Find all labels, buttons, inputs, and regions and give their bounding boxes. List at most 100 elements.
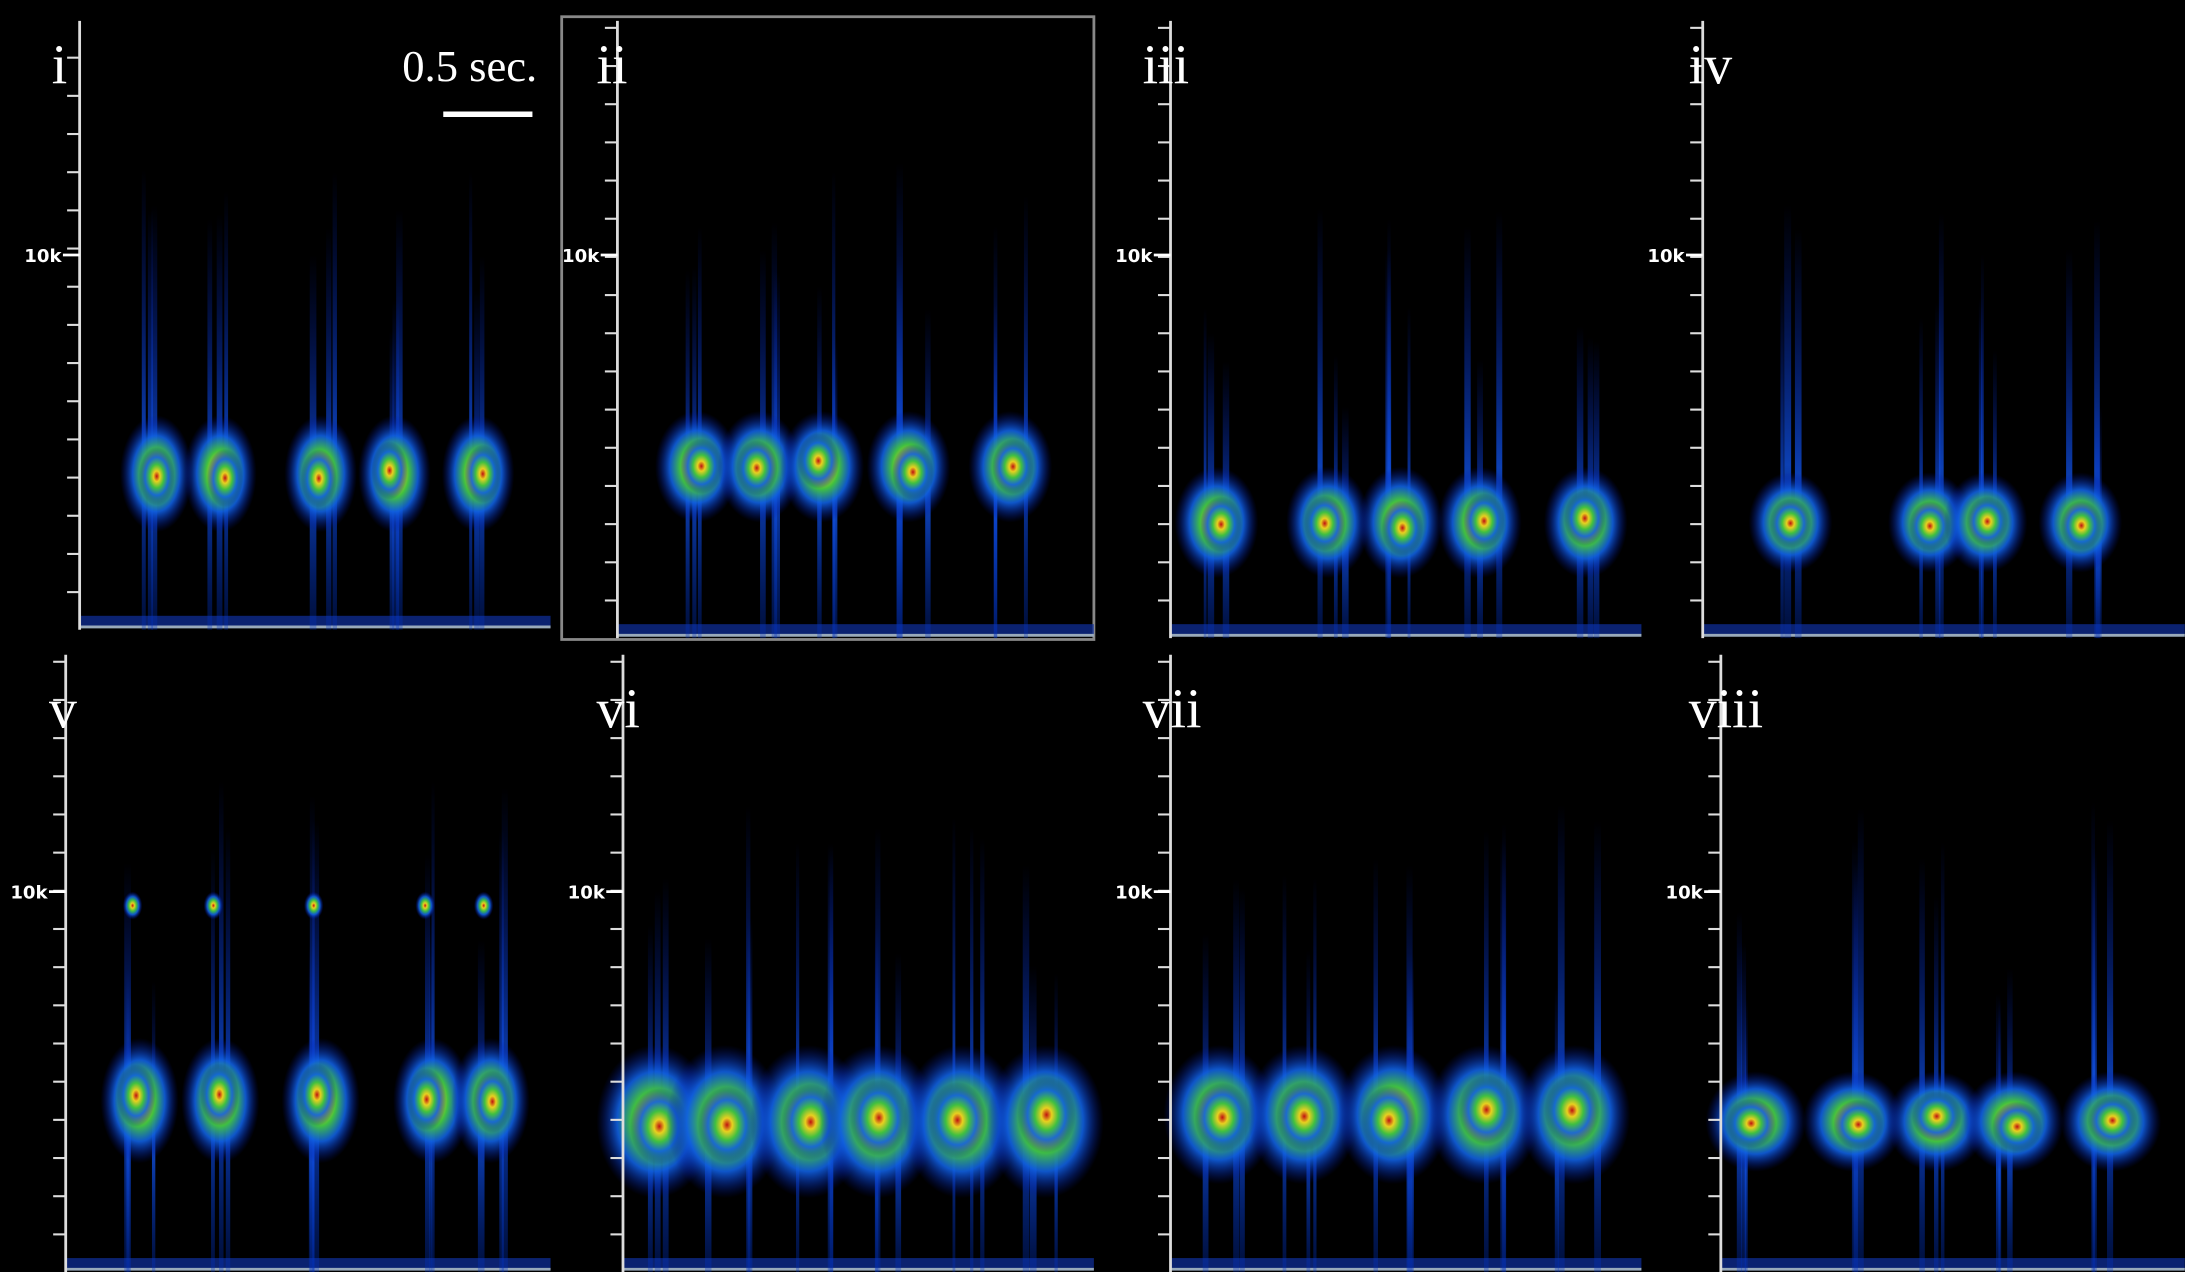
syllable-core: [680, 438, 723, 495]
noise-band: [1170, 1258, 1642, 1270]
panel-label: viii: [1689, 678, 1763, 740]
syllable-core: [464, 444, 501, 504]
harmonic-streak: [1919, 858, 1925, 1272]
tick-label: 10k: [10, 883, 48, 904]
panel-label: v: [49, 678, 77, 740]
harmonic-streak: [218, 781, 224, 1272]
panel-label: i: [52, 35, 67, 97]
syllable-core: [1966, 496, 2009, 547]
harmonic-streak: [1317, 208, 1323, 639]
panel: 10k ii: [560, 15, 1096, 641]
harmonic-streak: [2107, 820, 2114, 1272]
upper-note: [122, 891, 143, 920]
panels: 10k i 10k ii 10k iii 10k iv 10k v 10k vi 10k vii 10k vi…: [10, 15, 2185, 1272]
harmonic-streak: [1502, 823, 1506, 1272]
syllable-core: [2087, 1095, 2138, 1146]
harmonic-streak: [2091, 802, 2095, 1272]
panel: 10k viii: [1665, 654, 2185, 1272]
harmonic-streak: [501, 788, 508, 1272]
syllable-core: [1303, 495, 1346, 552]
syllable-core: [116, 1064, 156, 1127]
syllable-core: [1381, 500, 1424, 556]
panel-label: iv: [1689, 35, 1732, 97]
tick-label: 10k: [1115, 246, 1153, 267]
syllable-core: [138, 447, 175, 506]
syllable-core: [206, 448, 244, 508]
harmonic-streak: [224, 191, 229, 630]
syllable-core: [849, 1079, 909, 1157]
harmonic-streak: [469, 172, 473, 630]
panel-label: vi: [597, 678, 640, 740]
panel: 10k i: [24, 20, 551, 630]
noise-band: [65, 1258, 551, 1270]
harmonic-streak: [1464, 226, 1471, 639]
tick-label: 10k: [562, 246, 600, 267]
panel: 10k vii: [1115, 654, 1642, 1272]
panel-frame: [560, 15, 1096, 641]
noise-band: [622, 1258, 1094, 1270]
syllable-core: [1908, 500, 1951, 552]
harmonic-streak: [1857, 808, 1864, 1272]
upper-note: [415, 891, 435, 920]
harmonic-streak: [1978, 297, 1983, 639]
syllable-core: [1911, 1091, 1962, 1142]
syllable-core: [300, 449, 337, 508]
panel-label: vii: [1143, 678, 1202, 740]
harmonic-streak: [1940, 842, 1945, 1272]
tick-label: 10k: [1115, 883, 1153, 904]
syllable-core: [371, 441, 408, 500]
harmonic-streak: [952, 817, 956, 1272]
harmonic-streak: [431, 781, 435, 1272]
harmonic-streak: [1935, 301, 1941, 639]
syllable-core: [407, 1068, 447, 1131]
syllable-core: [1458, 1074, 1515, 1145]
syllable-core: [1361, 1085, 1417, 1156]
harmonic-streak: [1387, 218, 1391, 639]
syllable-core: [1276, 1081, 1333, 1152]
noise-band: [1702, 624, 2185, 636]
harmonic-streak: [746, 806, 751, 1272]
harmonic-streak: [1784, 205, 1792, 639]
panel: 10k iv: [1647, 20, 2185, 639]
harmonic-streak: [141, 169, 146, 630]
harmonic-streak: [332, 172, 337, 630]
harmonic-streak: [1853, 863, 1859, 1272]
syllable-core: [199, 1063, 239, 1126]
scale-bar-label: 0.5 sec.: [402, 41, 537, 91]
harmonic-streak: [1594, 821, 1601, 1272]
syllable-core: [892, 444, 934, 500]
upper-note: [303, 891, 324, 920]
panel: 10k vi: [568, 654, 1104, 1272]
syllable-core: [992, 438, 1034, 495]
panel-label: iii: [1143, 35, 1189, 97]
syllable-core: [1992, 1101, 2043, 1152]
panel: 10k v: [10, 654, 551, 1272]
syllable-core: [1833, 1099, 1884, 1150]
syllable-core: [472, 1070, 512, 1133]
syllable-core: [1769, 498, 1812, 549]
syllable-core: [1017, 1076, 1076, 1154]
tick-label: 10k: [1647, 246, 1685, 267]
syllable-core: [1563, 490, 1606, 547]
syllable-core: [297, 1063, 337, 1127]
syllable-core: [735, 440, 778, 496]
harmonic-streak: [1557, 804, 1565, 1272]
harmonic-streak: [1794, 228, 1802, 639]
tick-label: 10k: [24, 246, 62, 267]
noise-band: [617, 624, 1094, 636]
harmonic-streak: [896, 162, 903, 639]
harmonic-streak: [1938, 213, 1944, 639]
syllable-core: [1463, 493, 1505, 549]
syllable-core: [697, 1086, 757, 1164]
syllable-core: [797, 432, 840, 489]
noise-band: [1170, 624, 1642, 636]
upper-note: [203, 891, 224, 920]
upper-note: [473, 891, 494, 920]
noise-band: [1720, 1258, 2185, 1270]
syllable-core: [1194, 1082, 1251, 1153]
harmonic-streak: [1496, 211, 1503, 639]
syllable-core: [1726, 1098, 1777, 1149]
syllable-core: [2060, 500, 2103, 551]
